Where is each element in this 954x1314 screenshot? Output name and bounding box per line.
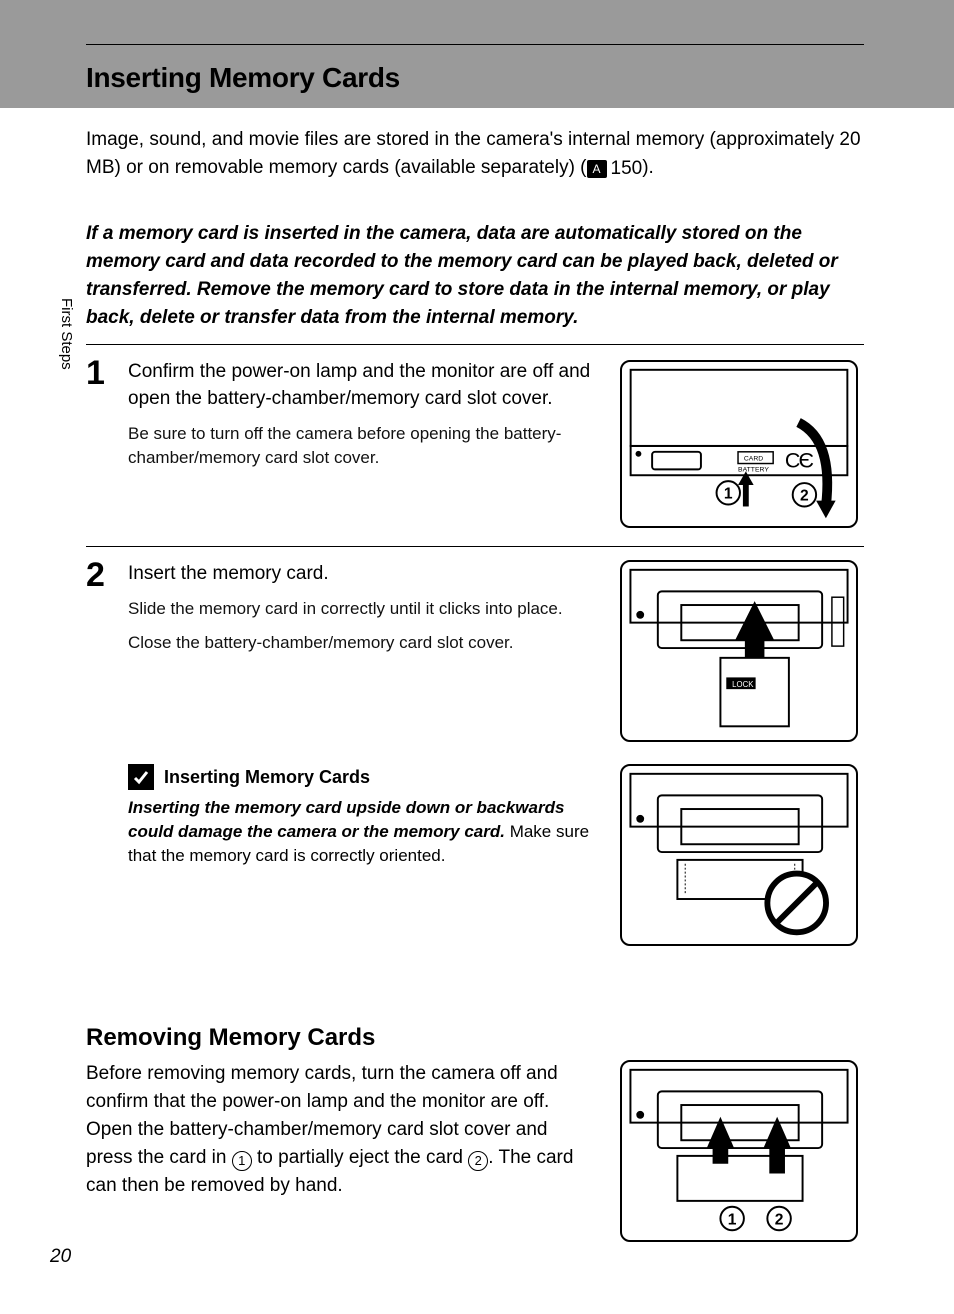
warning-note: Inserting Memory Cards Inserting the mem…	[128, 764, 598, 868]
svg-text:LOCK: LOCK	[732, 680, 754, 689]
step-1-note: Be sure to turn off the camera before op…	[128, 422, 576, 470]
step-1: 1 Confirm the power-on lamp and the moni…	[86, 358, 596, 470]
notice-paragraph: If a memory card is inserted in the came…	[86, 220, 864, 332]
intro-text-b: ).	[642, 157, 654, 178]
step-number: 1	[86, 354, 105, 393]
step-2-note-b: Close the battery-chamber/memory card sl…	[128, 631, 576, 655]
svg-text:Є: Є	[799, 448, 814, 472]
illustration-open-cover: CARD BATTERY C Є 1 2	[620, 360, 858, 528]
callout-1: 1	[724, 486, 733, 503]
svg-text:CARD: CARD	[744, 456, 763, 463]
reference-icon: A	[587, 160, 607, 178]
warning-lead: Inserting the memory card upside down or…	[128, 798, 564, 841]
section-title: Inserting Memory Cards	[86, 62, 400, 94]
reference-number: 150	[611, 155, 643, 183]
top-rule	[86, 44, 864, 45]
circled-1: 1	[232, 1151, 252, 1171]
intro-paragraph: Image, sound, and movie files are stored…	[86, 126, 864, 183]
illustration-insert-card: LOCK	[620, 560, 858, 742]
intro-text-a: Image, sound, and movie files are stored…	[86, 129, 861, 178]
divider-1	[86, 344, 864, 345]
step-2: 2 Insert the memory card. Slide the memo…	[86, 560, 596, 655]
removing-paragraph: Before removing memory cards, turn the c…	[86, 1060, 596, 1200]
step-2-title: Insert the memory card.	[128, 560, 596, 587]
step-1-title: Confirm the power-on lamp and the monito…	[128, 358, 596, 412]
divider-2	[86, 546, 864, 547]
circled-2: 2	[468, 1151, 488, 1171]
svg-text:BATTERY: BATTERY	[738, 466, 769, 473]
removing-b: to partially eject the card	[252, 1147, 469, 1168]
subsection-title: Removing Memory Cards	[86, 1024, 375, 1052]
step-2-body: Insert the memory card. Slide the memory…	[128, 560, 596, 655]
warning-icon	[128, 764, 154, 790]
illustration-eject-card: 1 2	[620, 1060, 858, 1242]
manual-page: First Steps Inserting Memory Cards Image…	[0, 0, 954, 1314]
illustration-wrong-orientation	[620, 764, 858, 946]
side-tab-label: First Steps	[58, 298, 75, 370]
page-reference: A 150	[587, 155, 643, 183]
warning-heading: Inserting Memory Cards	[164, 767, 370, 788]
callout-1: 1	[728, 1211, 737, 1228]
step-1-body: Confirm the power-on lamp and the monito…	[128, 358, 596, 470]
side-tab	[0, 226, 52, 486]
page-number: 20	[50, 1246, 71, 1268]
callout-2: 2	[775, 1211, 784, 1228]
callout-2: 2	[800, 488, 809, 505]
warning-heading-row: Inserting Memory Cards	[128, 764, 598, 790]
warning-body: Inserting the memory card upside down or…	[128, 796, 598, 868]
step-number: 2	[86, 556, 105, 595]
step-2-note-a: Slide the memory card in correctly until…	[128, 597, 576, 621]
